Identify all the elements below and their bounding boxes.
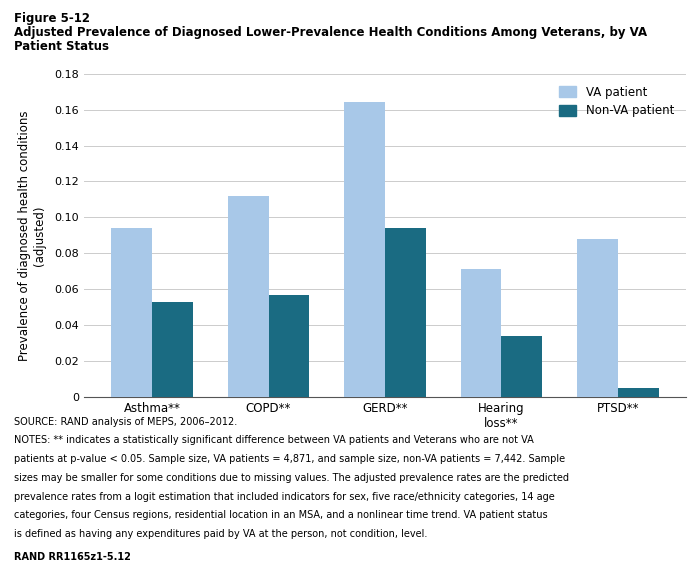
Bar bbox=[228, 196, 269, 397]
Text: SOURCE: RAND analysis of MEPS, 2006–2012.: SOURCE: RAND analysis of MEPS, 2006–2012… bbox=[14, 417, 237, 427]
Text: Figure 5-12: Figure 5-12 bbox=[14, 12, 90, 26]
Text: sizes may be smaller for some conditions due to missing values. The adjusted pre: sizes may be smaller for some conditions… bbox=[14, 473, 569, 483]
Text: RAND RR1165z1-5.12: RAND RR1165z1-5.12 bbox=[14, 552, 131, 562]
Text: NOTES: ** indicates a statistically significant difference between VA patients a: NOTES: ** indicates a statistically sign… bbox=[14, 435, 533, 446]
Y-axis label: Prevalence of diagnosed health conditions
(adjusted): Prevalence of diagnosed health condition… bbox=[18, 110, 46, 361]
Bar bbox=[152, 302, 193, 397]
Bar bbox=[461, 269, 501, 397]
Bar bbox=[501, 336, 542, 397]
Bar bbox=[269, 295, 309, 397]
Text: patients at p-value < 0.05. Sample size, VA patients = 4,871, and sample size, n: patients at p-value < 0.05. Sample size,… bbox=[14, 454, 565, 464]
Bar bbox=[385, 228, 426, 397]
Text: prevalence rates from a logit estimation that included indicators for sex, five : prevalence rates from a logit estimation… bbox=[14, 492, 554, 502]
Text: is defined as having any expenditures paid by VA at the person, not condition, l: is defined as having any expenditures pa… bbox=[14, 529, 428, 539]
Bar bbox=[618, 388, 659, 397]
Bar bbox=[111, 228, 152, 397]
Text: categories, four Census regions, residential location in an MSA, and a nonlinear: categories, four Census regions, residen… bbox=[14, 510, 547, 521]
Bar bbox=[577, 239, 618, 397]
Legend: VA patient, Non-VA patient: VA patient, Non-VA patient bbox=[553, 79, 680, 123]
Text: Adjusted Prevalence of Diagnosed Lower-Prevalence Health Conditions Among Vetera: Adjusted Prevalence of Diagnosed Lower-P… bbox=[14, 26, 647, 39]
Bar bbox=[344, 103, 385, 397]
Text: Patient Status: Patient Status bbox=[14, 40, 109, 53]
